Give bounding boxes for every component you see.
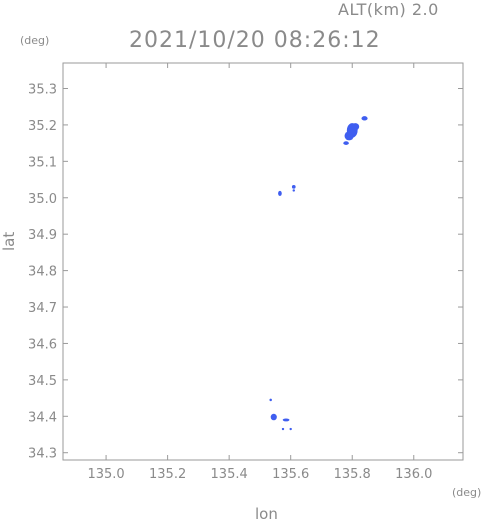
x-tick-label: 135.6 [272,467,309,482]
altitude-label: ALT(km) 2.0 [338,0,439,19]
echo-point [351,123,360,131]
y-tick-label: 34.8 [28,265,57,280]
y-tick-label: 35.0 [28,192,57,207]
datetime-title: 2021/10/20 08:26:12 [129,28,381,53]
y-tick-label: 34.4 [28,410,57,425]
echo-point [292,189,295,192]
echo-point [269,398,272,402]
y-tick-label: 34.7 [28,301,57,316]
y-tick-label: 35.1 [28,155,57,170]
y-unit-label: (deg) [20,34,50,47]
echo-point [270,413,277,421]
echo-point [289,427,292,431]
x-unit-label: (deg) [452,486,482,499]
x-tick-label: 135.2 [149,467,186,482]
x-tick-label: 136.0 [395,467,432,482]
y-tick-label: 34.3 [28,447,57,462]
echo-point [291,185,296,189]
y-tick-label: 35.3 [28,82,57,97]
x-tick-label: 135.4 [211,467,248,482]
echo-point [281,427,285,431]
echo-point [361,116,368,121]
x-tick-label: 135.8 [334,467,371,482]
plot-frame [62,62,464,461]
echo-point [343,141,349,145]
y-tick-label: 35.2 [28,119,57,134]
y-tick-label: 34.6 [28,337,57,352]
x-axis-label: lon [255,505,278,523]
echo-point [282,418,290,422]
y-tick-label: 34.9 [28,228,57,243]
echo-point [344,131,354,141]
echo-point [278,190,282,196]
y-tick-label: 34.5 [28,374,57,389]
x-tick-label: 135.0 [87,467,124,482]
